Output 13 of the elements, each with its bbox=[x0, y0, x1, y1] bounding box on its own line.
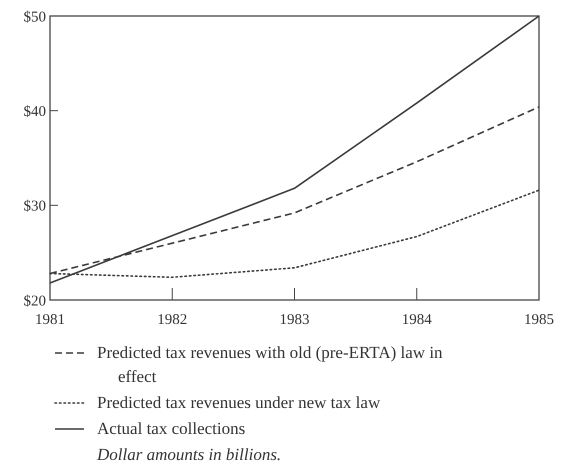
legend-label: Predicted tax revenues under new tax law bbox=[97, 393, 381, 412]
y-tick-label: $30 bbox=[24, 198, 46, 215]
legend-label: Actual tax collections bbox=[97, 419, 246, 438]
y-tick-label: $20 bbox=[24, 293, 46, 310]
text: Dollar amounts in billions. bbox=[96, 445, 282, 464]
x-tick-label: 1983 bbox=[280, 312, 310, 328]
legend-label: Predicted tax revenues with old (pre-ERTA) law in effect bbox=[97, 343, 444, 386]
x-tick-label: 1984 bbox=[402, 312, 432, 328]
y-tick-label: $40 bbox=[24, 104, 46, 120]
x-tick-label: 1982 bbox=[157, 312, 188, 328]
x-tick-label: 1981 bbox=[35, 312, 65, 328]
x-tick-label: 1985 bbox=[524, 312, 554, 328]
y-tick-label: $50 bbox=[24, 9, 46, 26]
